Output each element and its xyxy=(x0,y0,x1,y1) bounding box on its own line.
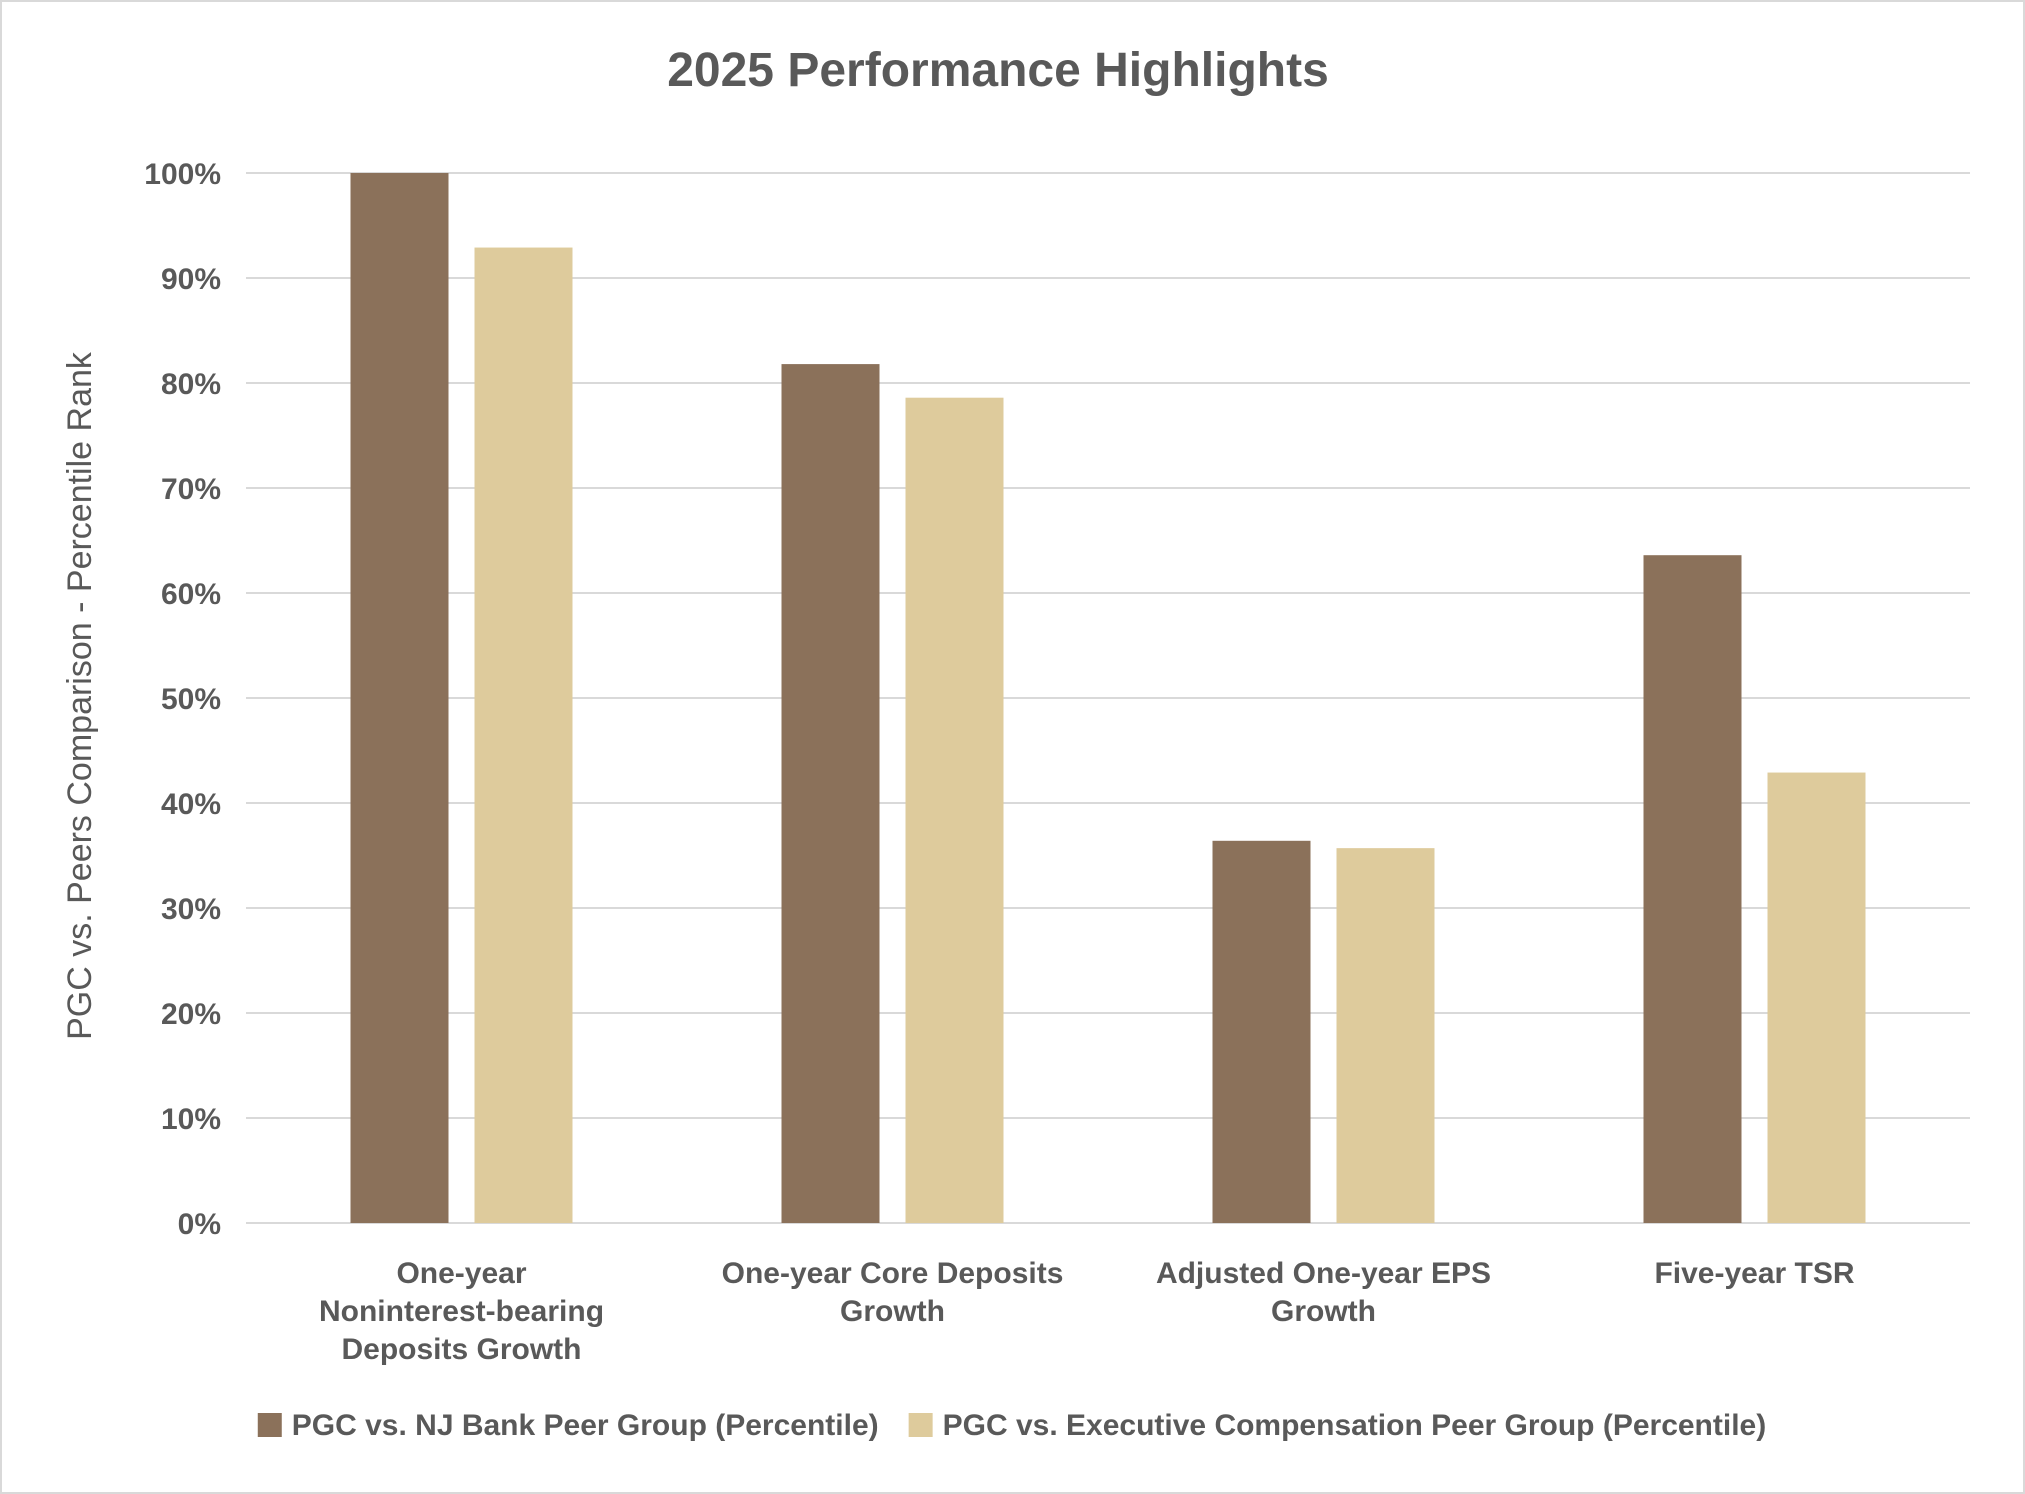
legend-swatch xyxy=(257,1413,282,1437)
y-axis-label: PGC vs. Peers Comparison - Percentile Ra… xyxy=(61,351,99,1040)
bars xyxy=(350,173,1866,1224)
legend-item-2: PGC vs. Executive Compensation Peer Grou… xyxy=(908,1409,1767,1442)
bar-series-1-category-2 xyxy=(781,364,880,1224)
legend-swatch xyxy=(908,1413,933,1437)
y-tick-label: 30% xyxy=(161,893,221,926)
legend-label: PGC vs. NJ Bank Peer Group (Percentile) xyxy=(292,1409,879,1442)
y-tick-label: 100% xyxy=(144,158,221,191)
y-tick-label: 80% xyxy=(161,368,221,401)
legend-label: PGC vs. Executive Compensation Peer Grou… xyxy=(943,1409,1767,1442)
x-axis-category-labels: One-year Noninterest-bearing Deposits Grow… xyxy=(319,1257,1855,1366)
x-category-label: Adjusted One-year EPS Growth xyxy=(1156,1257,1491,1328)
x-category-label: One-year Core Deposits Growth xyxy=(722,1257,1064,1328)
bar-series-2-category-4 xyxy=(1767,772,1866,1223)
bar-series-1-category-4 xyxy=(1643,555,1742,1223)
y-axis-ticks: 0% 10% 20% 30% 40% 50% 60% 70% 80% 90% 100% xyxy=(144,158,221,1241)
y-tick-label: 40% xyxy=(161,788,221,821)
y-tick-label: 20% xyxy=(161,998,221,1031)
y-tick-label: 90% xyxy=(161,263,221,296)
x-category-label: One-year Noninterest-bearing Deposits Grow… xyxy=(319,1257,604,1366)
bar-series-2-category-1 xyxy=(474,247,573,1224)
y-tick-label: 60% xyxy=(161,578,221,611)
x-category-label: Five-year TSR xyxy=(1654,1257,1854,1290)
legend-item-1: PGC vs. NJ Bank Peer Group (Percentile) xyxy=(257,1409,879,1442)
bar-series-1-category-3 xyxy=(1212,840,1311,1223)
bar-series-2-category-3 xyxy=(1336,848,1435,1223)
bar-series-1-category-1 xyxy=(350,173,449,1223)
chart-title: 2025 Performance Highlights xyxy=(667,44,1329,97)
y-tick-label: 0% xyxy=(178,1208,221,1241)
y-tick-label: 70% xyxy=(161,473,221,506)
bar-series-2-category-2 xyxy=(905,397,1004,1223)
legend: PGC vs. NJ Bank Peer Group (Percentile) P… xyxy=(257,1409,1767,1442)
y-tick-label: 10% xyxy=(161,1103,221,1136)
y-tick-label: 50% xyxy=(161,683,221,716)
